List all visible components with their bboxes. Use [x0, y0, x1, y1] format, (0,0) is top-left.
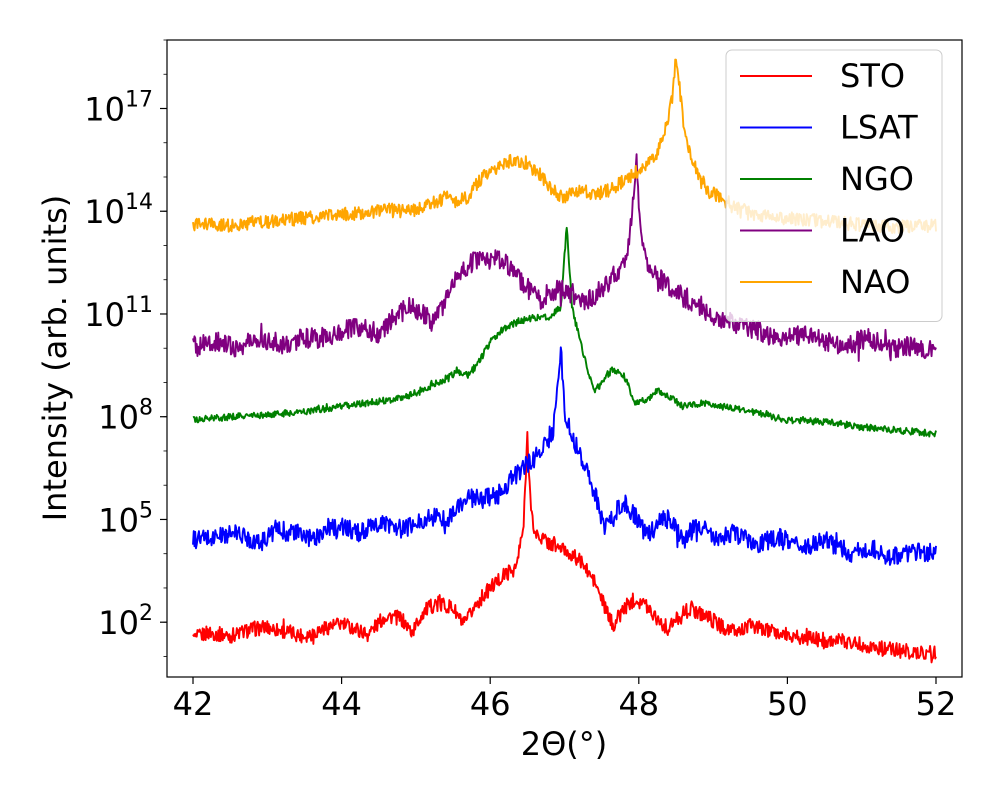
y-axis-label: Intensity (arb. units) — [36, 195, 74, 522]
y-tick-exponent: 14 — [125, 190, 153, 215]
y-tick-base: 10 — [98, 399, 139, 437]
series-line-lao — [192, 153, 937, 362]
y-tick-label: 102 — [98, 601, 153, 642]
y-tick-label: 105 — [98, 498, 153, 539]
x-tick-label: 44 — [321, 685, 362, 723]
legend: STO LSAT NGO LAO NAO — [725, 49, 943, 322]
y-tick-base: 10 — [84, 90, 125, 128]
x-axis-label: 2Θ(°) — [521, 725, 608, 763]
plot-frame — [166, 39, 963, 678]
legend-label-lsat: LSAT — [840, 109, 918, 147]
y-tick-exponent: 17 — [125, 87, 153, 112]
legend-label-nao: NAO — [840, 263, 910, 301]
y-tick-exponent: 5 — [139, 498, 153, 523]
y-tick-label: 1011 — [84, 293, 153, 334]
y-tick-label: 1014 — [84, 190, 153, 231]
x-tick-label: 52 — [916, 685, 957, 723]
y-tick-base: 10 — [98, 604, 139, 642]
series-line-sto — [192, 430, 937, 664]
x-tick-label: 48 — [618, 685, 659, 723]
y-tick-label: 1017 — [84, 87, 153, 128]
y-tick-base: 10 — [84, 296, 125, 334]
x-tick-label: 46 — [470, 685, 511, 723]
series-line-ngo — [192, 226, 937, 438]
y-tick-label: 108 — [98, 396, 153, 437]
series-line-lsat — [192, 346, 937, 566]
x-tick-label: 50 — [767, 685, 808, 723]
legend-label-lao: LAO — [840, 212, 905, 250]
x-tick-label: 42 — [173, 685, 214, 723]
legend-label-sto: STO — [840, 57, 905, 95]
y-tick-exponent: 2 — [139, 601, 153, 626]
legend-label-ngo: NGO — [840, 160, 914, 198]
x-axis-ticks: 42 44 46 48 50 52 — [173, 677, 957, 723]
y-tick-exponent: 8 — [139, 396, 153, 421]
legend-box — [725, 49, 943, 322]
series-layer — [192, 58, 937, 664]
y-tick-base: 10 — [84, 193, 125, 231]
y-tick-exponent: 11 — [125, 293, 153, 318]
y-tick-base: 10 — [98, 501, 139, 539]
